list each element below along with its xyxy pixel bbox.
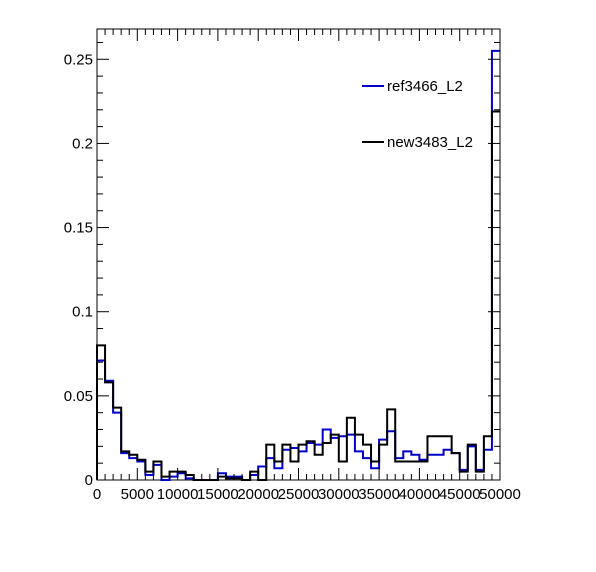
x-tick-label: 30000 <box>318 486 360 503</box>
y-tick-label: 0.1 <box>72 304 93 321</box>
x-tick-label: 50000 <box>479 486 521 503</box>
y-axis: 0 0.05 0.1 0.15 0.2 0.25 <box>64 41 500 489</box>
x-tick-label: 20000 <box>237 486 279 503</box>
x-tick-label: 15000 <box>197 486 239 503</box>
x-tick-label: 35000 <box>358 486 400 503</box>
x-tick-label: 45000 <box>439 486 481 503</box>
legend-label-2: new3483_L2 <box>387 134 473 151</box>
y-tick-label: 0 <box>85 472 93 489</box>
x-tick-label: 40000 <box>399 486 441 503</box>
y-tick-label: 0.15 <box>64 220 93 237</box>
series-line-2 <box>96 110 500 481</box>
series-lines <box>96 49 500 481</box>
x-tick-label: 5000 <box>121 486 154 503</box>
x-axis: 0 5000 10000150002000025000300003500040000… <box>93 29 521 503</box>
y-tick-label: 0.2 <box>72 135 93 152</box>
x-tick-label: 25000 <box>278 486 320 503</box>
legend-label-1: ref3466_L2 <box>387 78 463 95</box>
x-tick-label: 10000 <box>157 486 199 503</box>
legend: ref3466_L2 new3483_L2 <box>362 78 473 151</box>
y-tick-label: 0.05 <box>64 388 93 405</box>
x-tick-label: 0 <box>93 486 101 503</box>
y-tick-label: 0.25 <box>64 51 93 68</box>
